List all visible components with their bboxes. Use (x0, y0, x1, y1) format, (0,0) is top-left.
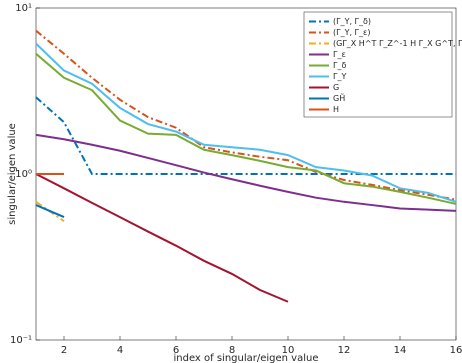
series-line (35, 53, 457, 205)
x-tick-label: 6 (173, 345, 179, 356)
series-line (35, 173, 289, 303)
series-line (35, 29, 457, 201)
series-line (35, 96, 456, 175)
x-tick-label: 8 (229, 345, 235, 356)
legend-label: Γ_δ (333, 61, 346, 70)
x-tick-label: 16 (450, 345, 462, 356)
legend: (Γ_Y, Γ_δ) (Γ_Y, Γ_ε) (GΓ_X H^T Γ_Z^-1 H Γ… (303, 11, 462, 118)
x-tick-label: 2 (61, 345, 67, 356)
series-line (35, 204, 65, 219)
y-axis-label: singular/eigen value (7, 123, 18, 225)
x-tick-label: 12 (338, 345, 351, 356)
legend-label: (Γ_Y, Γ_δ) (333, 17, 371, 26)
x-tick-label: 4 (117, 345, 123, 356)
legend-label: H (333, 105, 339, 114)
legend-label: Γ_ε (333, 50, 346, 59)
legend-label: (Γ_Y, Γ_ε) (333, 28, 370, 37)
y-tick-label: 10⁻¹ (10, 335, 32, 346)
y-tick-label: 10⁰ (15, 169, 32, 180)
series-line (35, 42, 457, 203)
x-axis-label: index of singular/eigen value (173, 353, 318, 363)
series-line (35, 133, 457, 212)
legend-label: Γ_Y (333, 72, 346, 81)
x-tick-label: 14 (394, 345, 407, 356)
legend-label: G (333, 83, 339, 92)
x-tick-label: 10 (282, 345, 295, 356)
legend-label: GH̃ (333, 93, 345, 103)
y-tick-label: 10¹ (15, 3, 32, 14)
legend-label: (GΓ_X H^T Γ_Z^-1 H Γ_X G^T, Γ_Y) (333, 39, 462, 48)
